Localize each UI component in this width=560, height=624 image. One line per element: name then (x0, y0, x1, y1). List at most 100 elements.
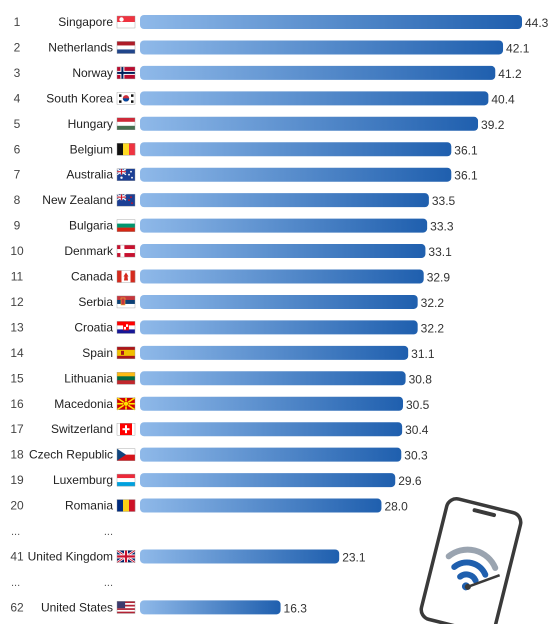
bar (140, 345, 409, 360)
country-label: Spain (82, 346, 113, 360)
table-row: 41 United Kingdom 23.1 (10, 549, 366, 564)
table-row: 5 Hungary 39.2 (14, 116, 505, 132)
bar (140, 600, 281, 615)
country-label: Macedonia (54, 397, 113, 411)
country-label: South Korea (46, 91, 113, 105)
value-label: 36.1 (454, 143, 478, 157)
flag-romania-icon (116, 499, 136, 512)
flag-south-korea-icon (116, 92, 136, 105)
bar (140, 244, 426, 259)
table-row: 16 Macedonia 30.5 (10, 396, 430, 412)
flag-serbia-icon (116, 295, 136, 309)
bar (140, 294, 418, 309)
ellipsis-rank: ... (11, 577, 20, 589)
smartphone-wifi-icon (419, 497, 523, 624)
bar (140, 91, 489, 106)
value-label: 16.3 (284, 601, 308, 615)
flag-bulgaria-icon (116, 219, 136, 232)
value-label: 44.3 (525, 16, 549, 30)
bar (140, 498, 382, 513)
value-label: 32.2 (421, 296, 445, 310)
table-row: 4 South Korea 40.4 (14, 91, 515, 106)
rank-label: 2 (14, 40, 21, 54)
value-label: 33.1 (428, 245, 452, 259)
table-row: 12 Serbia 32.2 (10, 294, 445, 310)
table-row: 62 United States 16.3 (10, 600, 307, 615)
country-label: Czech Republic (29, 448, 113, 462)
rank-label: 1 (14, 15, 21, 29)
table-row: 7 Australia 36.1 (14, 167, 478, 183)
value-label: 32.2 (421, 321, 445, 335)
country-label: New Zealand (42, 193, 113, 207)
rank-label: 19 (10, 473, 24, 487)
flag-hungary-icon (116, 117, 136, 131)
flag-netherlands-icon (116, 41, 136, 54)
table-row: 8 New Zealand 33.5 (14, 193, 456, 208)
bar (140, 320, 418, 335)
flag-norway-icon (116, 66, 136, 80)
bar (140, 167, 452, 182)
rank-label: 12 (10, 295, 24, 309)
value-label: 30.4 (405, 423, 429, 437)
flag-lithuania-icon (116, 372, 136, 385)
country-label: Belgium (70, 142, 113, 156)
value-label: 33.5 (432, 194, 456, 208)
bar (140, 473, 396, 488)
value-label: 41.2 (498, 67, 522, 81)
ellipsis-country: ... (104, 526, 113, 538)
flag-czech-republic-icon (116, 448, 136, 461)
rank-label: 5 (14, 117, 21, 131)
bar (140, 218, 428, 233)
rank-label: 9 (14, 219, 21, 233)
table-row: 9 Bulgaria 33.3 (14, 218, 454, 234)
ellipsis-row: ...... (11, 577, 113, 589)
rank-label: 4 (14, 91, 21, 105)
country-label: United States (41, 600, 113, 614)
bar (140, 447, 402, 462)
table-row: 11 Canada 32.9 (11, 269, 450, 285)
flag-macedonia-icon (116, 397, 136, 411)
table-row: 3 Norway 41.2 (14, 65, 522, 81)
bar (140, 65, 496, 80)
value-label: 23.1 (342, 550, 366, 564)
table-row: 2 Netherlands 42.1 (14, 40, 530, 55)
bar (140, 396, 404, 411)
flag-denmark-icon (116, 244, 136, 258)
flag-australia-icon (116, 168, 136, 181)
country-label: Lithuania (64, 371, 113, 385)
country-label: Bulgaria (69, 219, 113, 233)
rank-label: 13 (10, 320, 24, 334)
country-label: Luxemburg (53, 473, 113, 487)
table-row: 13 Croatia 32.2 (10, 320, 444, 335)
bar (140, 15, 522, 29)
country-label: Romania (65, 499, 113, 513)
ellipsis-country: ... (104, 577, 113, 589)
value-label: 28.0 (384, 500, 408, 514)
rank-label: 7 (14, 168, 21, 182)
flag-singapore-icon (116, 15, 136, 29)
country-label: United Kingdom (28, 549, 113, 563)
rank-label: 16 (10, 397, 24, 411)
value-label: 30.5 (406, 398, 430, 412)
flag-switzerland-icon (116, 423, 136, 436)
flag-spain-icon (116, 346, 136, 360)
value-label: 29.6 (398, 474, 422, 488)
rank-label: 8 (14, 193, 21, 207)
rank-label: 11 (11, 270, 24, 284)
flag-croatia-icon (116, 321, 136, 334)
bar (140, 116, 479, 131)
table-row: 19 Luxemburg 29.6 (10, 473, 422, 488)
table-row: 18 Czech Republic 30.3 (10, 447, 428, 463)
country-label: Serbia (78, 295, 113, 309)
country-label: Australia (66, 168, 113, 182)
country-label: Hungary (68, 117, 113, 131)
value-label: 42.1 (506, 41, 530, 55)
flag-belgium-icon (116, 143, 136, 156)
table-row: 17 Switzerland 30.4 (10, 422, 429, 437)
country-label: Croatia (74, 320, 113, 334)
flag-united-kingdom-icon (116, 549, 136, 564)
flag-new-zealand-icon (116, 193, 136, 207)
value-label: 30.3 (404, 449, 428, 463)
value-label: 39.2 (481, 118, 505, 132)
table-row: 15 Lithuania 30.8 (10, 371, 432, 386)
